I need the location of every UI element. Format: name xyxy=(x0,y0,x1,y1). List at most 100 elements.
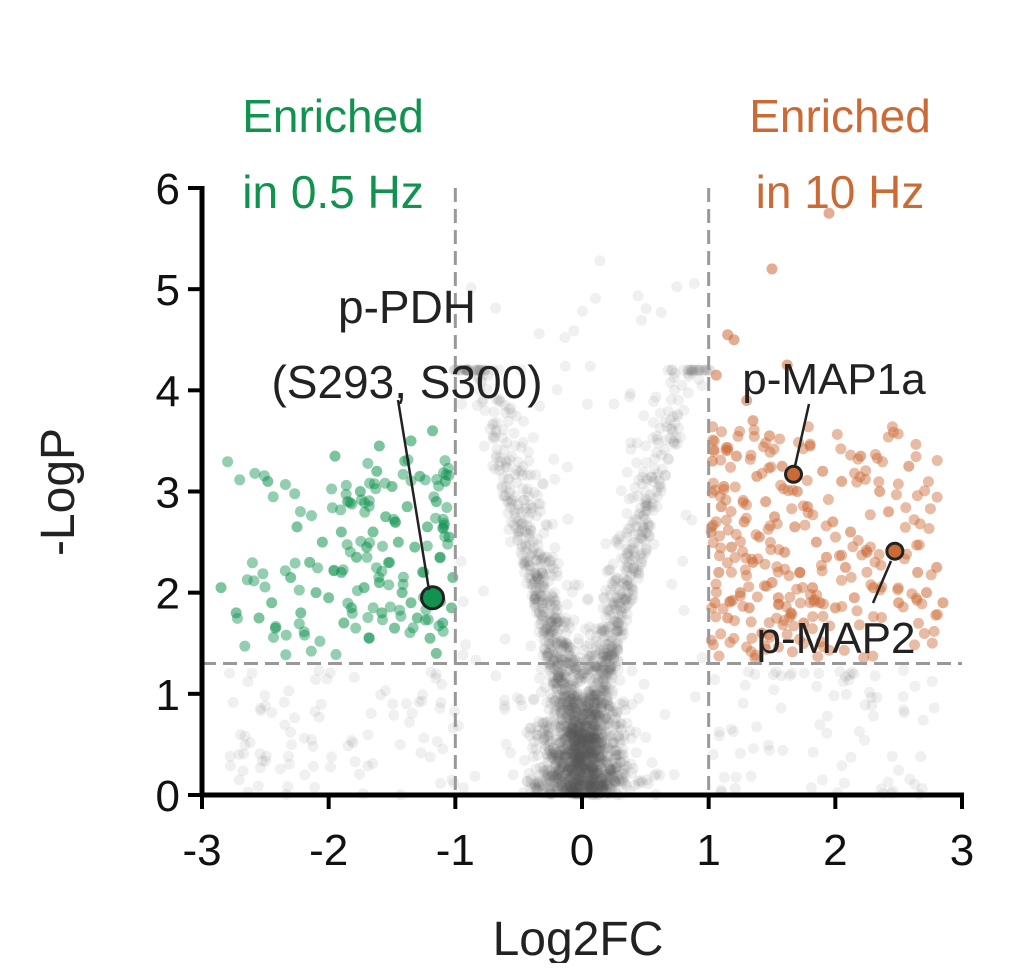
point-non-significant xyxy=(465,282,477,294)
point-non-significant xyxy=(552,616,564,628)
point-non-significant xyxy=(585,680,597,692)
point-non-significant xyxy=(694,364,706,376)
point-non-significant xyxy=(503,403,515,415)
point-non-significant xyxy=(594,737,606,749)
point-non-significant xyxy=(561,738,573,750)
point-non-significant xyxy=(542,730,554,742)
point-enriched-low xyxy=(383,579,395,591)
point-non-significant xyxy=(587,783,599,795)
point-non-significant xyxy=(517,516,529,528)
point-enriched-low xyxy=(239,640,251,652)
point-non-significant xyxy=(590,728,602,739)
point-non-significant xyxy=(548,781,560,792)
point-non-significant xyxy=(543,772,555,784)
point-non-significant xyxy=(578,715,590,727)
point-non-significant xyxy=(551,683,563,695)
point-non-significant xyxy=(542,597,553,609)
point-non-significant xyxy=(436,678,448,690)
point-non-significant xyxy=(647,432,659,444)
point-non-significant xyxy=(619,593,631,605)
point-non-significant xyxy=(528,591,540,602)
point-non-significant xyxy=(513,503,525,515)
point-non-significant xyxy=(572,755,584,767)
point-non-significant xyxy=(540,773,552,784)
point-non-significant xyxy=(525,507,537,519)
point-non-significant xyxy=(608,575,620,587)
point-non-significant xyxy=(555,645,567,657)
point-non-significant xyxy=(577,718,589,730)
point-non-significant xyxy=(509,512,521,524)
point-non-significant xyxy=(564,762,576,774)
point-non-significant xyxy=(904,773,916,785)
point-non-significant xyxy=(542,763,554,775)
point-enriched-high xyxy=(890,489,902,501)
point-non-significant xyxy=(614,734,626,746)
point-non-significant xyxy=(538,766,550,778)
point-non-significant xyxy=(600,691,612,703)
point-non-significant xyxy=(578,735,590,747)
point-non-significant xyxy=(664,414,676,426)
point-non-significant xyxy=(668,435,680,447)
point-non-significant xyxy=(607,645,619,657)
point-enriched-high xyxy=(801,475,813,486)
point-non-significant xyxy=(548,771,560,783)
point-non-significant xyxy=(569,779,581,791)
point-non-significant xyxy=(617,765,629,777)
point-non-significant xyxy=(600,743,612,755)
point-non-significant xyxy=(545,697,557,709)
point-non-significant xyxy=(570,739,582,751)
point-non-significant xyxy=(596,624,608,636)
point-non-significant xyxy=(595,698,607,710)
point-non-significant xyxy=(459,364,471,376)
point-enriched-low xyxy=(215,582,227,594)
point-non-significant xyxy=(558,691,570,703)
point-non-significant xyxy=(616,552,627,564)
point-non-significant xyxy=(580,743,592,755)
point-non-significant xyxy=(636,558,648,570)
point-non-significant xyxy=(601,768,613,780)
point-non-significant xyxy=(589,720,600,732)
point-non-significant xyxy=(553,750,565,762)
point-non-significant xyxy=(586,760,598,772)
pdh-label-line2: (S293, S300) xyxy=(271,356,542,408)
point-non-significant xyxy=(586,706,598,717)
point-non-significant xyxy=(615,631,627,643)
point-non-significant xyxy=(561,749,573,761)
point-non-significant xyxy=(608,737,620,749)
point-non-significant xyxy=(596,625,608,637)
point-non-significant xyxy=(602,650,614,662)
point-non-significant xyxy=(589,720,601,732)
point-enriched-high xyxy=(713,650,725,662)
point-non-significant xyxy=(525,640,537,652)
point-non-significant xyxy=(551,779,563,791)
point-non-significant xyxy=(612,664,624,676)
point-non-significant xyxy=(558,640,570,652)
point-non-significant xyxy=(540,590,552,602)
point-non-significant xyxy=(728,726,740,738)
point-non-significant xyxy=(537,628,549,640)
point-non-significant xyxy=(639,535,651,547)
point-non-significant xyxy=(650,472,662,483)
point-non-significant xyxy=(538,733,550,745)
point-non-significant xyxy=(604,783,616,794)
point-non-significant xyxy=(536,597,548,609)
point-non-significant xyxy=(651,501,663,512)
point-non-significant xyxy=(538,625,550,637)
point-non-significant xyxy=(588,781,600,793)
point-non-significant xyxy=(550,781,562,793)
point-non-significant xyxy=(573,753,585,765)
point-non-significant xyxy=(575,751,587,763)
point-non-significant xyxy=(596,671,608,683)
point-non-significant xyxy=(615,485,627,497)
point-non-significant xyxy=(555,721,567,732)
point-non-significant xyxy=(599,778,611,790)
point-non-significant xyxy=(582,783,593,795)
point-non-significant xyxy=(565,742,577,754)
point-non-significant xyxy=(692,364,704,376)
y-tick-label: 5 xyxy=(156,266,180,315)
point-non-significant xyxy=(576,728,588,740)
point-non-significant xyxy=(621,591,633,603)
point-non-significant xyxy=(607,558,619,570)
point-non-significant xyxy=(600,726,611,738)
point-non-significant xyxy=(244,736,256,748)
